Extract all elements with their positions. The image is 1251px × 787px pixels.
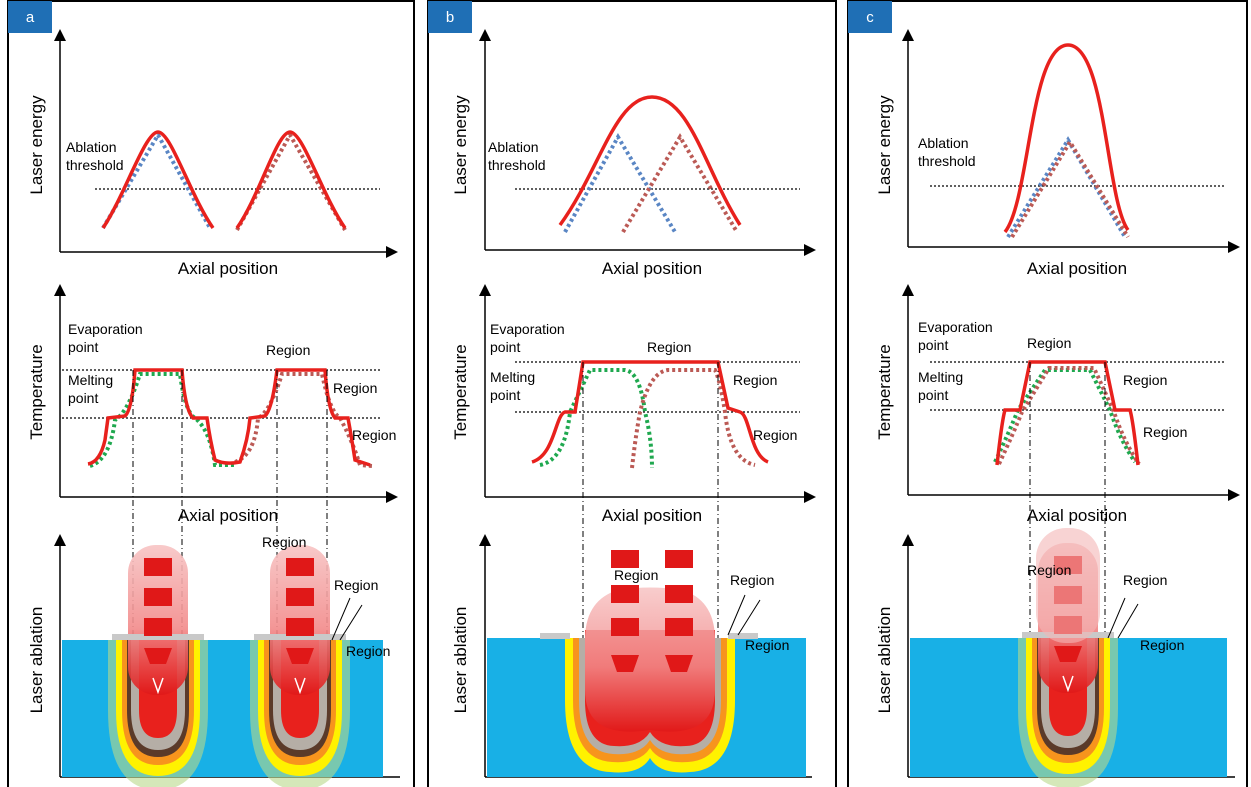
evaporation-label: Evaporation — [490, 321, 565, 337]
region-label: Region — [733, 372, 777, 388]
region-label: Region — [745, 637, 789, 653]
evaporation-label: point — [68, 339, 98, 355]
melting-label: point — [918, 387, 948, 403]
region-label: Region — [1123, 572, 1167, 588]
evaporation-label: Evaporation — [68, 321, 143, 337]
melting-label: point — [490, 387, 520, 403]
region-label: Region — [1027, 562, 1071, 578]
melting-label: Melting — [68, 372, 113, 388]
x-axis-label: Axial position — [602, 506, 702, 525]
melting-label: Melting — [490, 369, 535, 385]
y-axis-label: Laser energy — [875, 95, 894, 195]
y-axis-label: Laser energy — [451, 95, 470, 195]
y-axis-label: Laser ablation — [875, 607, 894, 714]
y-axis-label: Laser ablation — [27, 607, 46, 714]
region-label: Region — [1143, 424, 1187, 440]
x-axis-label: Axial position — [1027, 506, 1127, 525]
region-label: Region — [614, 567, 658, 583]
x-axis-label: Axial position — [1027, 259, 1127, 278]
region-label: Region — [346, 643, 390, 659]
melting-label: point — [68, 390, 98, 406]
evaporation-label: point — [918, 337, 948, 353]
region-label: Region — [730, 572, 774, 588]
x-axis-label: Axial position — [602, 259, 702, 278]
melting-label: Melting — [918, 369, 963, 385]
region-label: Region — [1123, 372, 1167, 388]
panel-label: a — [26, 9, 35, 26]
threshold-label: threshold — [918, 153, 976, 169]
y-axis-label: Temperature — [875, 344, 894, 439]
region-label: Region — [266, 342, 310, 358]
threshold-label: threshold — [66, 157, 124, 173]
region-label: Region — [647, 339, 691, 355]
threshold-label: threshold — [488, 157, 546, 173]
evaporation-label: point — [490, 339, 520, 355]
y-axis-label: Laser energy — [27, 95, 46, 195]
region-label: Region — [753, 427, 797, 443]
x-axis-label: Axial position — [178, 506, 278, 525]
region-label: Region — [333, 380, 377, 396]
region-label: Region — [1140, 637, 1184, 653]
figure: a Laser energy Temperature Laser ablation Ax… — [0, 0, 1251, 787]
panel-label: c — [866, 9, 874, 26]
y-axis-label: Laser ablation — [451, 607, 470, 714]
y-axis-label: Temperature — [27, 344, 46, 439]
y-axis-label: Temperature — [451, 344, 470, 439]
region-label: Region — [262, 534, 306, 550]
region-label: Region — [334, 577, 378, 593]
threshold-label: Ablation — [66, 139, 117, 155]
threshold-label: Ablation — [488, 139, 539, 155]
region-label: Region — [352, 427, 396, 443]
panel-label: b — [446, 9, 454, 26]
evaporation-label: Evaporation — [918, 319, 993, 335]
region-label: Region — [1027, 335, 1071, 351]
threshold-label: Ablation — [918, 135, 969, 151]
x-axis-label: Axial position — [178, 259, 278, 278]
